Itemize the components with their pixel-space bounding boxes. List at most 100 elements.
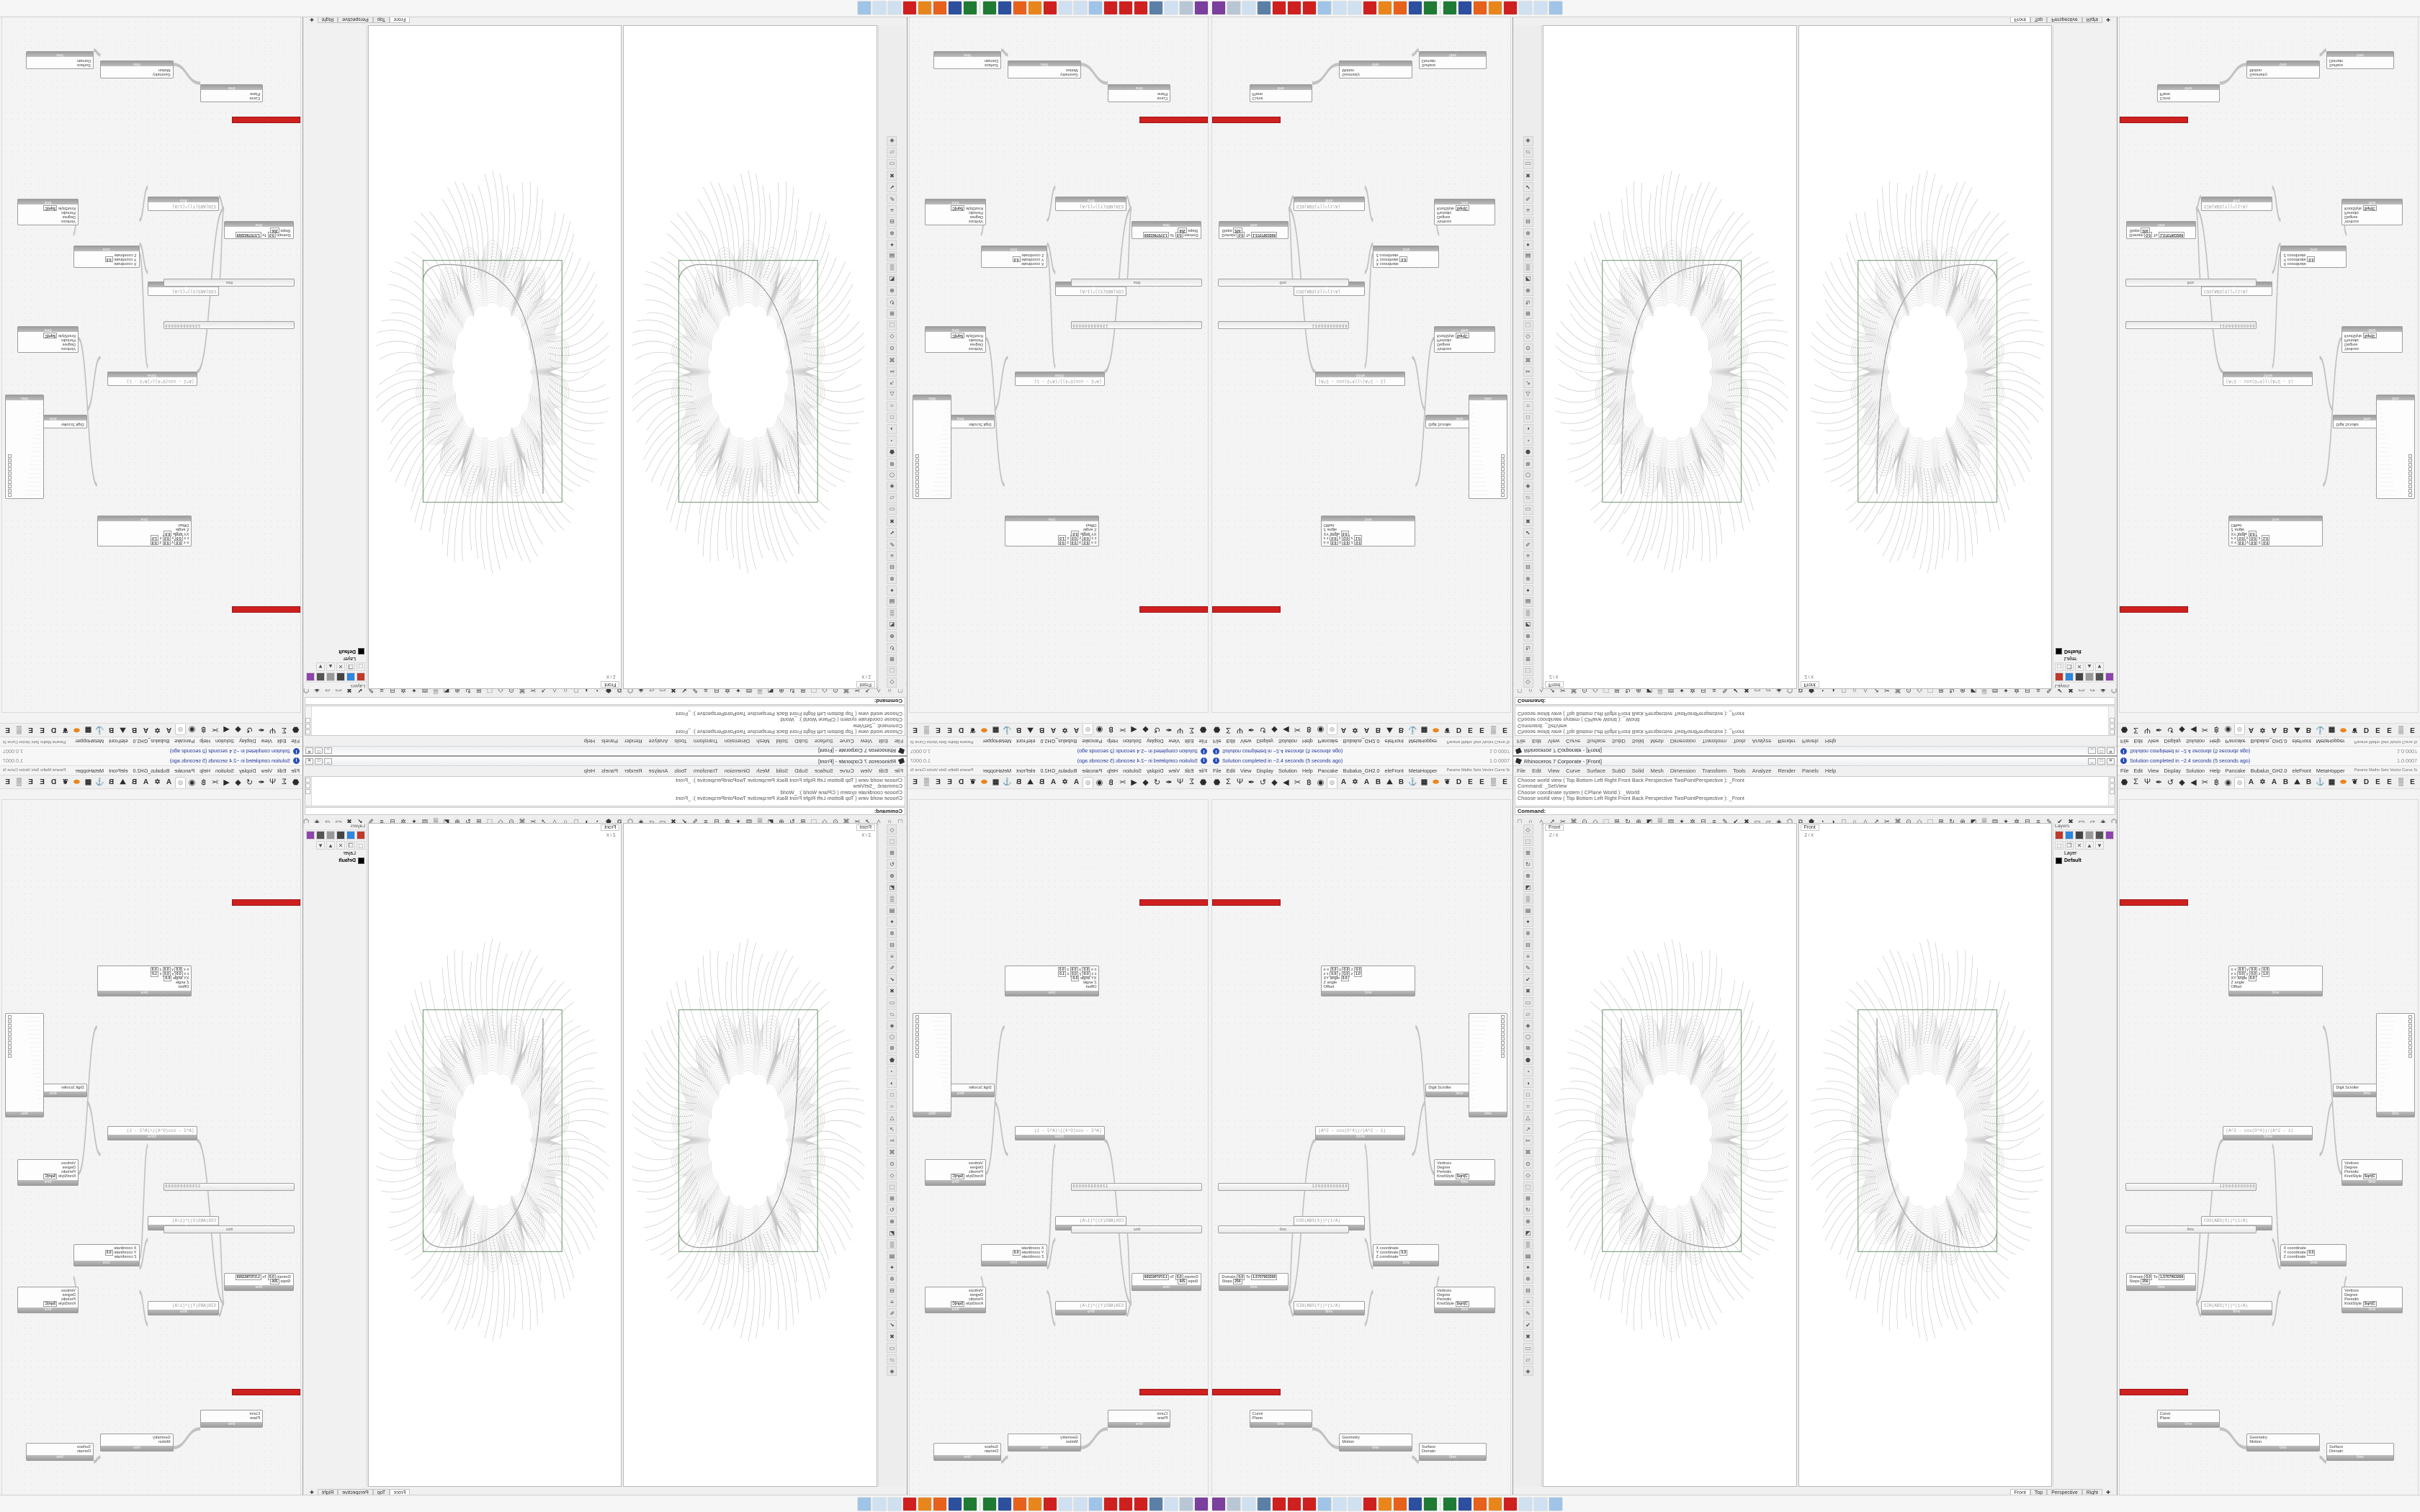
component-surface[interactable]: Surface Domain 0ms	[25, 1443, 94, 1462]
rhino-sidebar-icon-36[interactable]: ▒	[1523, 1239, 1533, 1249]
gh-component-glyph-7[interactable]: ▦	[992, 778, 1000, 786]
gh-component-glyph-7[interactable]: ▦	[2328, 726, 2336, 734]
taskbar-firefox-icon[interactable]	[1013, 1, 1027, 16]
rhino-sidebar-icon-18[interactable]: ⬡	[887, 470, 897, 480]
rhino-menu-item-render[interactable]: Render	[1778, 738, 1796, 744]
color-wheel-icon[interactable]	[2105, 831, 2114, 840]
rhino-sidebar-icon-14[interactable]: ✖	[1523, 986, 1533, 996]
gh-canvas[interactable]: o x 0.0 y 0.0 z 0.0 z x 0.0 y 0.0 z 1.0 XY…	[1, 799, 301, 1510]
rhino-menu-item-surface[interactable]: Surface	[1587, 738, 1606, 744]
taskbar-notepad-icon[interactable]	[872, 1, 887, 16]
rhino-sidebar-icon-22[interactable]: ◑	[887, 1078, 897, 1088]
gh-component-ribbon[interactable]: ⬣ΣΨ✒↺◆◀✂฿◉◎A✡AB⛰B⚓▦⬬❦DEE▒EF✒▲	[1210, 775, 1512, 789]
gh-group-marker-red[interactable]	[2120, 899, 2189, 906]
gh-menu-bar[interactable]: File Edit View Display Solution Help Pancake Bu…	[0, 766, 302, 775]
rhino-sidebar-icon-33[interactable]: ↻	[1523, 1205, 1533, 1215]
component-nurbs-curve-2[interactable]: Vertices Degree Periodic KnotStyle Sqrt(C 0m…	[1434, 1287, 1495, 1314]
taskbar-desktop-icon[interactable]	[1149, 1, 1163, 16]
rhino-sidebar-icon-47[interactable]: ◈	[887, 1366, 897, 1376]
display-icon[interactable]	[346, 672, 355, 681]
gh-group-marker-red[interactable]	[1139, 899, 1208, 906]
grasshopper-window-right[interactable]: i Solution completed in ~2.4 seconds (5 …	[0, 756, 302, 1512]
gh-menu-item-file[interactable]: File	[2120, 738, 2129, 745]
gh-component-glyph-11[interactable]: E	[947, 726, 952, 734]
gh-component-glyph-1[interactable]: ✡	[1062, 778, 1068, 786]
viewport-front-1[interactable]: Front Z / X	[623, 25, 877, 689]
taskbar-gear-red-icon[interactable]	[1119, 1, 1133, 16]
rhino-sidebar-icon-17[interactable]: ◈	[887, 1020, 897, 1030]
component-nurbs-curve-2[interactable]: Vertices Degree Periodic KnotStyle Sqrt(C 0m…	[925, 198, 986, 225]
rhino-menu-item-panels[interactable]: Panels	[1801, 768, 1819, 774]
taskbar-gear-red-icon[interactable]	[1119, 1496, 1133, 1511]
rhino-command-prompt[interactable]: Command:	[305, 807, 905, 815]
gh-param-glyph-6[interactable]: ◀	[223, 725, 230, 734]
rhino-sidebar-icon-9[interactable]: ✲	[887, 574, 897, 584]
component-move[interactable]: Geometry Motion 0ms	[100, 60, 174, 79]
gh-menu-bar[interactable]: File Edit View Display Solution Help Pancake Bu…	[0, 737, 302, 746]
gh-component-glyph-10[interactable]: D	[2363, 778, 2370, 786]
gh-component-glyph-14[interactable]: E	[1502, 778, 1507, 786]
gh-component-glyph-12[interactable]: E	[28, 778, 33, 786]
component-expression-3[interactable]: SIN(ABS(Y))^(1/A) 8ms	[1293, 1301, 1365, 1316]
rhino-sidebar-icon-15[interactable]: ▭	[887, 505, 897, 515]
component-range[interactable]: Domain 0.0 To 1.5707963268 Steps 256 0ms	[1131, 221, 1201, 240]
rhino-sidebar-icon-42[interactable]: ✎	[1523, 194, 1533, 204]
gh-component-glyph-0[interactable]: A	[1340, 778, 1347, 786]
panel-icon-row[interactable]	[305, 830, 367, 840]
gh-component-glyph-7[interactable]: ▦	[84, 726, 92, 734]
camera-icon[interactable]	[2095, 672, 2104, 681]
component-range[interactable]: Domain 0.0 To 1.5707963268 Steps 256 0ms	[1219, 221, 1289, 240]
component-construct-point[interactable]: X coordinate Y coordinate 0.0 Z coordinate…	[980, 1244, 1047, 1267]
gh-component-glyph-13[interactable]: ▒	[1490, 778, 1497, 786]
gh-menu-bar[interactable]: File Edit View Display Solution Help Pancake Bu…	[1210, 737, 1512, 746]
rhino-menu-item-tools[interactable]: Tools	[674, 738, 687, 744]
rhino-sidebar-icon-35[interactable]: ◩	[1523, 1228, 1533, 1238]
component-expression-3[interactable]: SIN(ABS(Y))^(1/A) 8ms	[2200, 196, 2272, 211]
rhino-menu-item-subd[interactable]: SubD	[794, 768, 808, 774]
taskbar-calculator-icon[interactable]	[1549, 1496, 1563, 1511]
taskbar-save-floppy-64-icon[interactable]	[948, 1496, 962, 1511]
component-nurbs-curve-1[interactable]: Vertices Degree Periodic KnotStyle Sqrt(C 0m…	[2341, 325, 2403, 353]
rhino-menu-item-render[interactable]: Render	[1778, 768, 1796, 774]
rhino-sidebar-icon-0[interactable]: ◇	[887, 824, 897, 834]
rhino-menu-item-render[interactable]: Render	[624, 738, 642, 744]
rhino-sidebar-icon-2[interactable]: ⊞	[1523, 847, 1533, 858]
gh-param-glyph-1[interactable]: Σ	[2133, 778, 2138, 786]
gh-component-glyph-12[interactable]: E	[2387, 778, 2392, 786]
rhino-menu-bar[interactable]: File Edit View Curve Surface SubD Solid Mesh Dim…	[1513, 766, 2117, 775]
taskbar-gear-red-icon[interactable]	[1302, 1496, 1317, 1511]
rhino-sidebar-icon-10[interactable]: ⊟	[1523, 562, 1533, 572]
gh-group-marker-red[interactable]	[1212, 606, 1281, 613]
copy-layer-icon[interactable]: ❐	[346, 841, 355, 850]
rhino-menu-item-analyze[interactable]: Analyze	[648, 768, 668, 774]
move-up-icon[interactable]: ▲	[2085, 662, 2094, 671]
gh-component-glyph-8[interactable]: ⬬	[981, 726, 987, 734]
gh-active-tab-handle[interactable]: ◎	[175, 724, 186, 736]
component-expression-1[interactable]: (A^2 - cos(O*4))/(A^2 - 1) 10ms	[2223, 1126, 2313, 1141]
gh-menu-item-edit[interactable]: Edit	[1226, 767, 1235, 774]
desktop-taskbar[interactable]	[1210, 0, 2420, 17]
rhino-sidebar-icon-14[interactable]: ✖	[887, 986, 897, 996]
gh-menu-item-bubalus-gh2-0[interactable]: Bubalus_GH2.0	[133, 738, 170, 745]
gh-param-glyph-0[interactable]: ⬣	[1213, 725, 1221, 734]
rhino-sidebar-icon-39[interactable]: ✲	[1523, 1274, 1533, 1284]
gh-group-marker-red[interactable]	[1139, 1388, 1208, 1395]
gh-menu-bar[interactable]: File Edit View Display Solution Help Pancake Bu…	[2118, 766, 2420, 775]
gh-param-glyph-6[interactable]: ◀	[1283, 725, 1289, 734]
rhino-sidebar-icon-44[interactable]: ✖	[887, 1331, 897, 1341]
gh-menu-item-solution[interactable]: Solution	[1123, 738, 1142, 745]
gh-group-marker-red[interactable]	[231, 899, 300, 906]
taskbar-firefox-icon[interactable]	[933, 1496, 947, 1511]
layer-tool-row[interactable]: ⬚ ❐ ✕ ▲ ▼	[2053, 840, 2115, 850]
minimize-icon[interactable]: _	[2088, 747, 2096, 755]
gh-canvas[interactable]: o x 0.0 y 0.0 z 0.0 z x 0.0 y 0.0 z 1.0 XY…	[909, 2, 1209, 713]
gh-group-marker-red[interactable]	[1212, 899, 1281, 906]
rhino-sidebar-icon-27[interactable]: ✂	[887, 1135, 897, 1146]
taskbar-gear-red-icon[interactable]	[1134, 1496, 1148, 1511]
maximize-icon[interactable]: □	[315, 757, 323, 765]
move-down-icon[interactable]: ▼	[2095, 662, 2104, 671]
gh-param-glyph-7[interactable]: ✂	[1294, 778, 1301, 787]
rhino-menu-item-transform[interactable]: Transform	[693, 768, 718, 774]
rhino-sidebar-icon-46[interactable]: ▱	[887, 148, 897, 158]
gh-digit-scroller-slider[interactable]: 1 2 5 0 0 0 0 0 0 0 0 0	[1070, 321, 1202, 330]
